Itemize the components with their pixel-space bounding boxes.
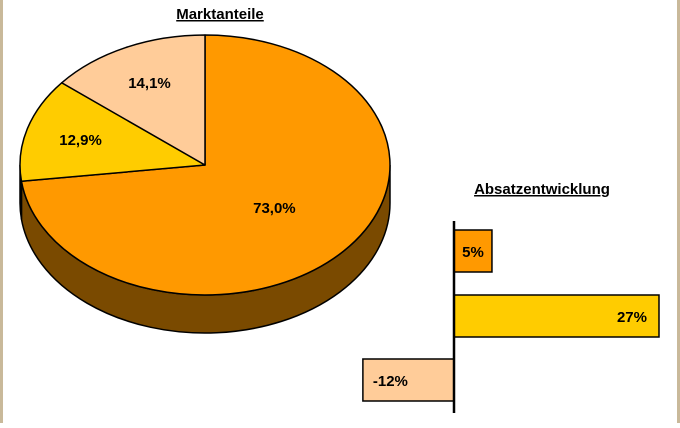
bar-label-2: -12% xyxy=(373,373,408,390)
pie-slice-1 xyxy=(19,82,206,183)
frame-left-border xyxy=(0,0,3,423)
pie-label-0: 73,0% xyxy=(253,200,296,217)
frame-right-border xyxy=(677,0,680,423)
pie-title: Marktanteile xyxy=(176,6,264,23)
bar-1 xyxy=(453,294,660,338)
pie-chart: 73,0% 12,9% 14,1% xyxy=(19,34,391,334)
bar-2 xyxy=(362,358,455,402)
pie-slice-2 xyxy=(60,34,206,166)
bar-label-0: 5% xyxy=(462,244,484,261)
bar-title: Absatzentwicklung xyxy=(474,181,610,198)
pie-label-2: 14,1% xyxy=(128,75,171,92)
pie-label-1: 12,9% xyxy=(59,132,102,149)
bar-label-1: 27% xyxy=(617,309,647,326)
bar-chart: 5% 27% -12% xyxy=(362,221,660,413)
bar-0 xyxy=(453,229,493,273)
